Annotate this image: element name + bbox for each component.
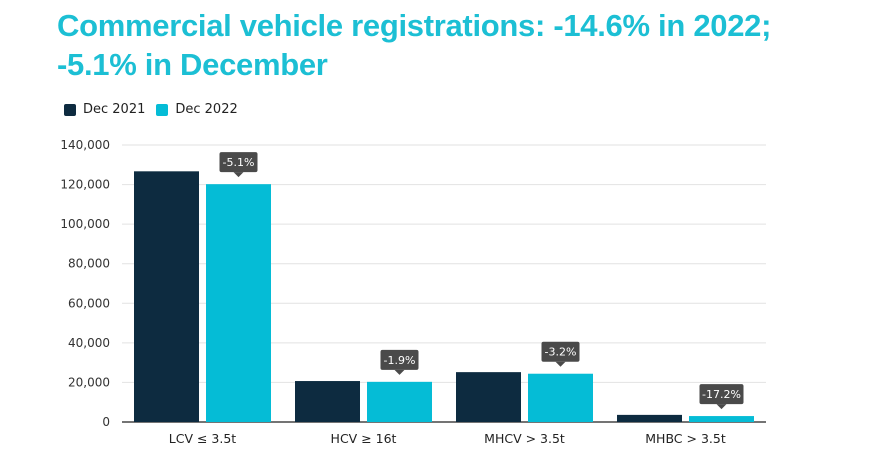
annotation-label: -3.2% bbox=[545, 346, 577, 359]
y-tick-label: 0 bbox=[102, 415, 110, 429]
annotation-label: -17.2% bbox=[702, 388, 741, 401]
annotation-box bbox=[219, 152, 258, 173]
change-annotation: -17.2% bbox=[699, 384, 744, 410]
legend-label-dec-2022: Dec 2022 bbox=[175, 102, 238, 117]
annotation-box bbox=[380, 349, 419, 370]
legend-item-dec-2021: Dec 2021 bbox=[64, 102, 145, 117]
annotation-pointer bbox=[716, 404, 727, 410]
y-tick-label: 80,000 bbox=[68, 257, 110, 271]
bar-dec-2021 bbox=[134, 171, 199, 422]
annotation-pointer bbox=[394, 369, 405, 375]
chart-title: Commercial vehicle registrations: -14.6%… bbox=[57, 8, 772, 82]
y-tick-label: 20,000 bbox=[68, 375, 110, 389]
annotation-pointer bbox=[233, 172, 244, 178]
bar-dec-2022 bbox=[206, 184, 271, 422]
legend-label-dec-2021: Dec 2021 bbox=[83, 102, 146, 117]
bar-dec-2022 bbox=[528, 373, 593, 422]
annotation-pointer bbox=[555, 361, 566, 367]
bar-dec-2022 bbox=[367, 381, 432, 422]
x-category-label: HCV ≥ 16t bbox=[331, 431, 397, 446]
bar-dec-2021 bbox=[456, 372, 521, 422]
y-tick-label: 100,000 bbox=[60, 217, 110, 231]
change-annotation: -3.2% bbox=[541, 341, 580, 367]
bar-dec-2021 bbox=[295, 381, 360, 422]
y-tick-label: 60,000 bbox=[68, 296, 110, 310]
x-category-label: MHBC > 3.5t bbox=[645, 431, 726, 446]
bar-dec-2022 bbox=[689, 416, 754, 422]
x-category-label: LCV ≤ 3.5t bbox=[169, 431, 237, 446]
change-annotation: -1.9% bbox=[380, 349, 419, 375]
change-annotation: -5.1% bbox=[219, 152, 258, 178]
annotation-label: -1.9% bbox=[384, 354, 416, 367]
legend: Dec 2021 Dec 2022 bbox=[64, 102, 249, 117]
bar-dec-2021 bbox=[617, 414, 682, 422]
y-tick-label: 140,000 bbox=[60, 138, 110, 152]
annotation-label: -5.1% bbox=[223, 156, 255, 169]
y-tick-label: 120,000 bbox=[60, 178, 110, 192]
x-axis-labels: LCV ≤ 3.5t HCV ≥ 16t MHCV > 3.5t MHBC > 3.5… bbox=[169, 431, 726, 446]
legend-item-dec-2022: Dec 2022 bbox=[156, 102, 238, 117]
bars bbox=[134, 171, 754, 422]
y-tick-label: 40,000 bbox=[68, 336, 110, 350]
legend-swatch-dec-2022 bbox=[156, 103, 169, 116]
annotation-box bbox=[541, 341, 580, 362]
y-axis-ticks: 0 20,000 40,000 60,000 80,000 100,000 120,000 1… bbox=[60, 138, 110, 429]
legend-swatch-dec-2021 bbox=[64, 103, 76, 116]
annotation-box bbox=[699, 384, 744, 405]
x-category-label: MHCV > 3.5t bbox=[484, 431, 565, 446]
annotations: -5.1% -1.9% -3.2% -17.2% bbox=[219, 152, 744, 410]
